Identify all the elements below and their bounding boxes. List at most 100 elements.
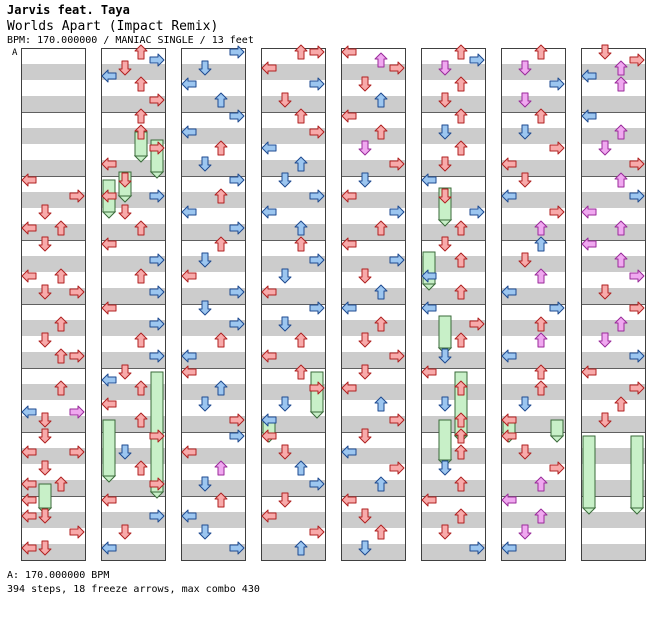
step-arrow-down <box>198 252 212 268</box>
step-arrow-down <box>438 348 452 364</box>
beat-stripe <box>181 384 245 400</box>
beat-stripe <box>261 64 325 80</box>
beat-stripe <box>101 320 165 336</box>
step-arrow-up <box>374 316 388 332</box>
step-arrow-right <box>629 381 645 395</box>
step-arrow-left <box>581 69 597 83</box>
step-arrow-down <box>198 300 212 316</box>
beat-stripe <box>421 96 485 112</box>
freeze-arrow <box>581 435 597 515</box>
beat-stripe <box>101 64 165 80</box>
step-arrow-up <box>134 412 148 428</box>
step-arrow-left <box>101 157 117 171</box>
step-arrow-down <box>518 252 532 268</box>
step-arrow-right <box>309 525 325 539</box>
beat-stripe <box>341 160 405 176</box>
step-arrow-up <box>54 220 68 236</box>
step-arrow-up <box>374 92 388 108</box>
step-arrow-left <box>501 541 517 555</box>
step-arrow-up <box>614 76 628 92</box>
step-arrow-left <box>181 509 197 523</box>
step-arrow-left <box>501 157 517 171</box>
step-arrow-left <box>501 413 517 427</box>
beat-stripe <box>181 416 245 432</box>
step-arrow-up <box>614 396 628 412</box>
step-arrow-right <box>69 445 85 459</box>
step-arrow-left <box>101 237 117 251</box>
step-arrow-down <box>38 428 52 444</box>
beat-stripe <box>21 320 85 336</box>
step-arrow-up <box>374 124 388 140</box>
step-arrow-down <box>278 444 292 460</box>
step-arrow-down <box>358 140 372 156</box>
beat-stripe <box>341 416 405 432</box>
step-arrow-up <box>294 332 308 348</box>
step-arrow-right <box>309 77 325 91</box>
step-arrow-right <box>629 189 645 203</box>
beat-stripe <box>181 544 245 560</box>
chart-column-outline <box>181 48 246 561</box>
step-arrow-down <box>118 60 132 76</box>
step-arrow-right <box>149 349 165 363</box>
beat-stripe <box>261 544 325 560</box>
step-arrow-down <box>358 268 372 284</box>
step-arrow-down <box>518 524 532 540</box>
step-arrow-down <box>38 412 52 428</box>
step-arrow-down <box>358 172 372 188</box>
step-arrow-right <box>469 317 485 331</box>
beat-stripe <box>21 256 85 272</box>
step-arrow-left <box>181 349 197 363</box>
step-arrow-right <box>309 125 325 139</box>
chart-column-outline <box>501 48 566 561</box>
beat-stripe <box>181 224 245 240</box>
beat-stripe <box>501 192 565 208</box>
step-arrow-up <box>534 108 548 124</box>
step-arrow-down <box>358 364 372 380</box>
step-arrow-left <box>501 349 517 363</box>
step-arrow-up <box>454 380 468 396</box>
beat-stripe <box>501 448 565 464</box>
step-arrow-left <box>181 445 197 459</box>
beat-stripe <box>501 96 565 112</box>
beat-stripe <box>501 160 565 176</box>
step-arrow-left <box>261 61 277 75</box>
beat-stripe <box>421 512 485 528</box>
step-arrow-right <box>149 317 165 331</box>
step-arrow-up <box>214 188 228 204</box>
beat-stripe <box>501 256 565 272</box>
beat-stripe <box>261 128 325 144</box>
step-arrow-up <box>614 60 628 76</box>
beat-stripe <box>21 224 85 240</box>
step-arrow-down <box>118 172 132 188</box>
step-arrow-down <box>38 236 52 252</box>
step-arrow-right <box>389 157 405 171</box>
step-arrow-right <box>149 141 165 155</box>
step-arrow-left <box>261 141 277 155</box>
step-arrow-down <box>358 332 372 348</box>
beat-stripe <box>101 512 165 528</box>
step-arrow-up <box>614 252 628 268</box>
step-arrow-down <box>278 316 292 332</box>
beat-stripe <box>181 64 245 80</box>
beat-stripe <box>581 416 645 432</box>
beat-stripe <box>261 448 325 464</box>
beat-stripe <box>101 288 165 304</box>
step-arrow-up <box>54 380 68 396</box>
step-arrow-right <box>389 253 405 267</box>
beat-stripe <box>181 352 245 368</box>
beat-stripe <box>261 480 325 496</box>
step-arrow-left <box>21 269 37 283</box>
step-arrow-down <box>438 396 452 412</box>
step-arrow-up <box>454 44 468 60</box>
step-arrow-down <box>358 428 372 444</box>
step-arrow-left <box>261 509 277 523</box>
chart-stats: 394 steps, 18 freeze arrows, max combo 4… <box>7 584 260 595</box>
step-arrow-right <box>309 301 325 315</box>
beat-stripe <box>341 480 405 496</box>
step-arrow-down <box>38 284 52 300</box>
freeze-arrow <box>549 419 565 443</box>
beat-stripe <box>21 352 85 368</box>
step-arrow-right <box>549 301 565 315</box>
step-arrow-up <box>374 52 388 68</box>
beat-stripe <box>501 288 565 304</box>
